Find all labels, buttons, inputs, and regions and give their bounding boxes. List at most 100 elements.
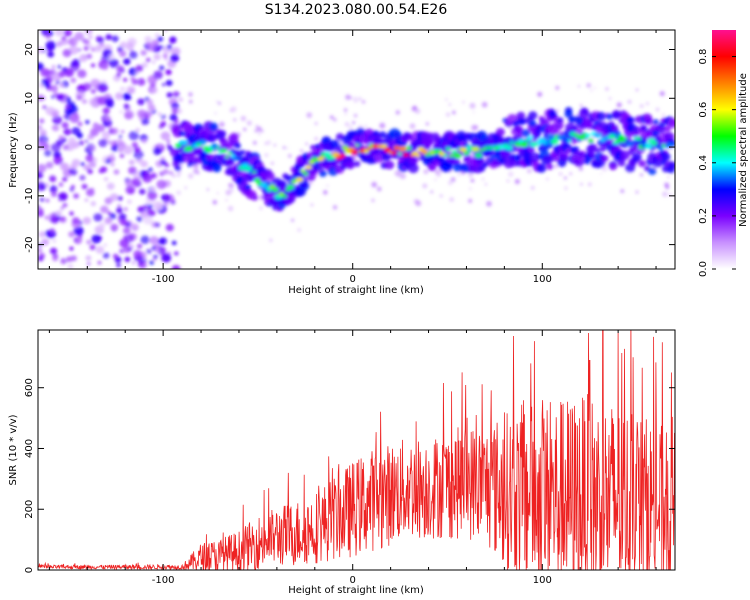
spectrogram-noise-blob xyxy=(146,248,152,255)
spectrogram-scatter-blob xyxy=(191,164,196,168)
spectrogram-band-blob xyxy=(528,111,538,120)
spectrogram-noise-blob xyxy=(87,44,93,49)
spectrogram-ridge-blob xyxy=(453,152,462,159)
spectrogram-scatter-blob xyxy=(258,133,261,136)
spectrogram-band-blob xyxy=(569,117,575,122)
spectrogram-noise-blob xyxy=(123,103,130,109)
spectrogram-noise-blob xyxy=(122,92,132,101)
snr-x-tick-label: -100 xyxy=(152,575,175,586)
spectrogram-scatter-blob xyxy=(314,136,319,141)
spectrogram-noise-blob xyxy=(86,239,92,245)
spectrogram-noise-blob xyxy=(144,36,152,43)
spectrogram-scatter-blob xyxy=(348,125,353,130)
spectrogram-ridge-blob xyxy=(278,192,285,197)
spectrogram-ridge-blob xyxy=(405,146,412,151)
spectrogram-noise-blob xyxy=(153,53,161,61)
spectrogram-noise-blob xyxy=(171,106,178,112)
spectrogram-scatter-blob xyxy=(254,129,258,133)
spectrogram-noise-blob xyxy=(128,159,135,165)
spectrogram-scatter-blob xyxy=(439,194,443,198)
spectrogram-band-blob xyxy=(564,110,573,118)
snr-y-tick-label: 200 xyxy=(24,500,35,519)
spectrogram-noise-blob xyxy=(45,198,50,203)
spectrogram-y-tick-label: 10 xyxy=(24,92,35,105)
colorbar-bar xyxy=(712,30,736,269)
spectrogram-scatter-blob xyxy=(564,187,567,190)
spectrogram-scatter-blob xyxy=(526,168,532,174)
spectrogram-noise-blob xyxy=(140,160,148,168)
spectrogram-noise-blob xyxy=(39,118,45,124)
spectrogram-scatter-blob xyxy=(345,94,351,100)
spectrogram-noise-blob xyxy=(64,103,72,110)
spectrogram-noise-blob xyxy=(158,124,164,129)
spectrogram-noise-blob xyxy=(112,253,119,259)
spectrogram-scatter-blob xyxy=(590,89,593,92)
spectrogram-scatter-blob xyxy=(214,112,217,115)
spectrogram-scatter-blob xyxy=(576,113,579,116)
spectrogram-noise-blob xyxy=(118,149,123,153)
spectrogram-noise-blob xyxy=(104,115,112,122)
spectrogram-scatter-blob xyxy=(467,172,474,178)
spectrogram-scatter-blob xyxy=(306,112,313,118)
spectrogram-noise-blob xyxy=(141,117,150,125)
spectrogram-band-blob xyxy=(585,122,593,129)
spectrogram-ridge-blob xyxy=(303,171,309,176)
spectrogram-noise-blob xyxy=(38,124,43,130)
spectrogram-scatter-blob xyxy=(436,172,442,178)
spectrogram-noise-blob xyxy=(157,112,162,116)
spectrogram-noise-blob xyxy=(84,198,89,202)
spectrogram-noise-blob xyxy=(63,30,72,37)
spectrogram-noise-blob xyxy=(116,263,121,268)
spectrogram-scatter-blob xyxy=(664,182,670,188)
spectrogram-scatter-blob xyxy=(326,184,329,188)
spectrogram-band-blob xyxy=(644,117,653,126)
spectrogram-noise-blob xyxy=(171,173,177,178)
spectrogram-noise-blob xyxy=(140,49,147,56)
spectrogram-noise-blob xyxy=(107,211,111,215)
spectrogram-noise-blob xyxy=(60,258,68,265)
spectrogram-band-blob xyxy=(495,128,505,137)
spectrogram-noise-blob xyxy=(88,98,97,106)
spectrogram-noise-blob xyxy=(160,131,171,141)
spectrogram-scatter-blob xyxy=(414,108,421,114)
spectrogram-band-blob xyxy=(595,148,601,153)
spectrogram-noise-blob xyxy=(119,110,123,114)
spectrogram-scatter-blob xyxy=(667,176,670,179)
spectrogram-frame xyxy=(37,29,676,270)
spectrogram-band-blob xyxy=(600,154,609,162)
spectrogram-noise-blob xyxy=(149,236,159,245)
spectrogram-noise-blob xyxy=(66,256,73,263)
snr-y-tick-label: 400 xyxy=(24,439,35,458)
spectrogram-noise-blob xyxy=(63,128,72,136)
spectrogram-noise-blob xyxy=(85,154,94,162)
spectrogram-noise-blob xyxy=(131,261,136,265)
spectrogram-noise-blob xyxy=(123,77,128,82)
spectrogram-noise-blob xyxy=(73,39,78,44)
spectrogram-scatter-blob xyxy=(364,125,367,128)
spectrogram-noise-blob xyxy=(95,245,105,254)
spectrogram-scatter-blob xyxy=(579,103,583,107)
spectrogram-noise-blob xyxy=(169,37,177,44)
spectrogram-scatter-blob xyxy=(537,91,543,97)
spectrogram-ridge-blob xyxy=(236,157,242,162)
spectrogram-scatter-blob xyxy=(395,110,400,115)
spectrogram-ridge-blob xyxy=(654,144,661,148)
spectrogram-scatter-blob xyxy=(179,98,183,102)
spectrogram-noise-blob xyxy=(38,205,41,210)
spectrogram-noise-blob xyxy=(162,53,168,58)
spectrogram-scatter-blob xyxy=(354,96,357,100)
colorbar-label: Normalized spectral amplitude xyxy=(738,73,749,227)
spectrogram-scatter-blob xyxy=(481,101,488,108)
spectrogram-noise-blob xyxy=(147,190,158,201)
spectrogram-scatter-blob xyxy=(578,166,584,172)
spectrogram-noise-blob xyxy=(166,139,171,143)
spectrogram-band-blob xyxy=(475,156,485,165)
spectrogram-scatter-blob xyxy=(270,161,275,166)
spectrogram-noise-blob xyxy=(99,222,106,229)
spectrogram-noise-blob xyxy=(40,68,50,77)
spectrogram-noise-blob xyxy=(136,216,143,222)
spectrogram-ridge-blob xyxy=(451,150,457,154)
spectrogram-noise-blob xyxy=(38,210,44,218)
spectrogram-noise-blob xyxy=(171,264,181,269)
spectrogram-noise-blob xyxy=(107,124,112,128)
